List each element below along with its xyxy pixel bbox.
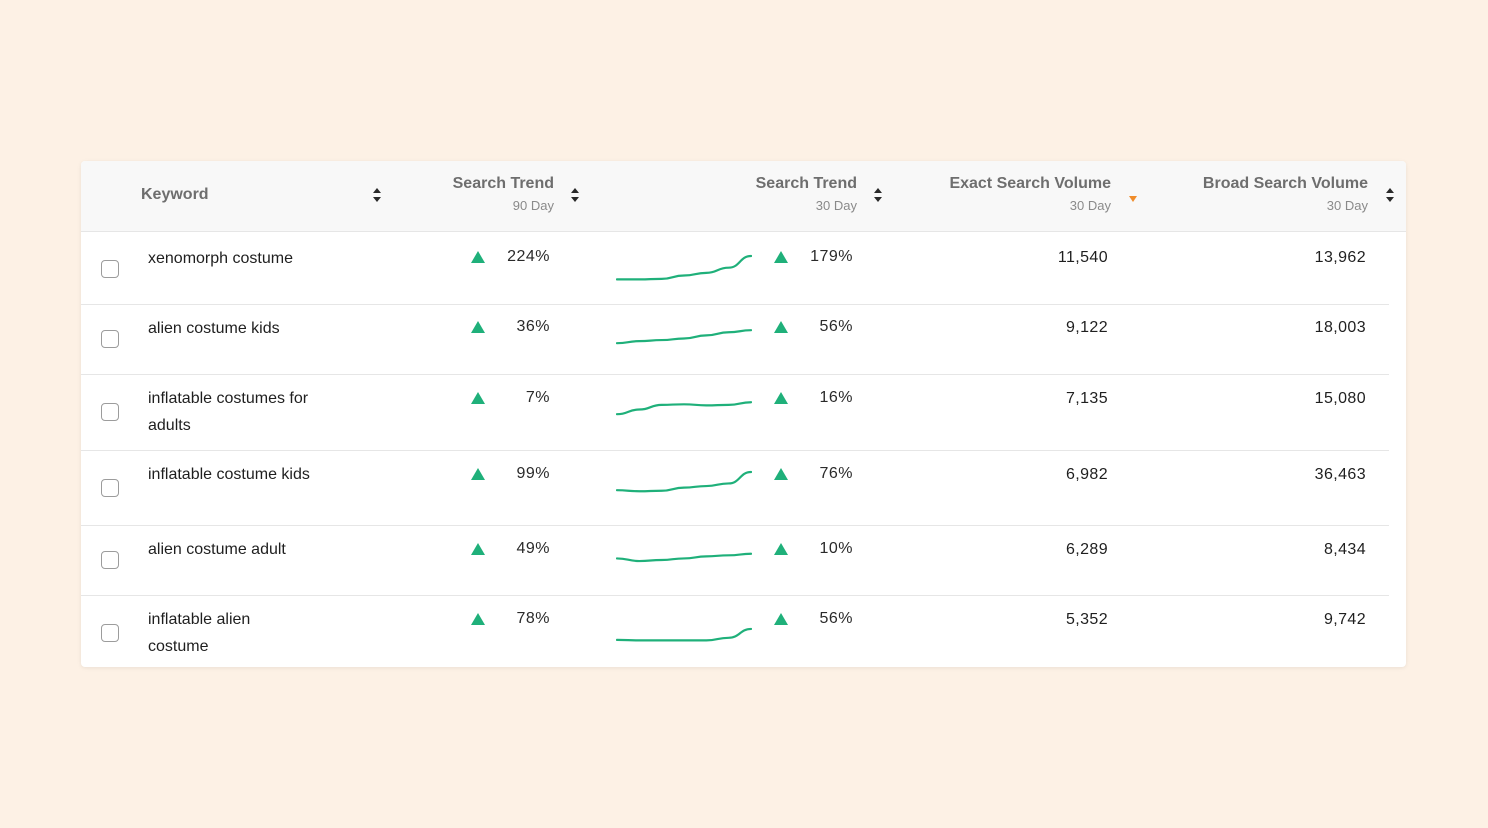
col-trend90-header[interactable]: Search Trend [452,175,554,192]
trend90-percent: 49% [516,540,550,557]
trend30-percent: 56% [819,318,853,335]
col-exact-volume-subtitle: 30 Day [1069,198,1111,213]
table-row: alien costume kids 36% 56% 9,122 18,003 [81,305,1389,375]
row-checkbox[interactable] [101,624,119,642]
trend-up-icon [774,613,788,625]
col-keyword-header[interactable]: Keyword [141,186,209,203]
row-checkbox[interactable] [101,260,119,278]
table-row: xenomorph costume 224% 179% 11,540 13,96… [81,232,1389,305]
sparkline-chart [616,401,752,416]
keyword-table: Keyword Search Trend 90 Day Search Trend… [81,161,1406,667]
col-trend30-subtitle: 30 Day [815,198,857,213]
keyword-text[interactable]: inflatable alien costume [148,611,251,655]
sparkline-path [616,401,752,416]
trend90-percent: 78% [516,610,550,627]
broad-volume: 9,742 [1323,611,1366,628]
trend-up-icon [471,613,485,625]
table-row: inflatable costumes for adults 7% 16% 7,… [81,375,1389,451]
trend30-percent: 10% [819,540,853,557]
col-broad-volume-subtitle: 30 Day [1326,198,1368,213]
exact-volume: 9,122 [1065,319,1108,336]
sparkline-path [616,552,752,563]
trend-up-icon [774,392,788,404]
sparkline-path [616,254,752,281]
sparkline-path [616,329,752,345]
exact-volume: 6,289 [1065,541,1108,558]
sparkline-path [616,627,752,642]
row-checkbox[interactable] [101,551,119,569]
keyword-text[interactable]: inflatable costume kids [148,466,310,483]
col-exact-volume-header[interactable]: Exact Search Volume [949,175,1111,192]
keyword-text[interactable]: inflatable costumes for adults [148,390,309,434]
exact-volume: 7,135 [1065,390,1108,407]
broad-volume: 15,080 [1314,390,1366,407]
sparkline-chart [616,627,752,642]
col-trend90-subtitle: 90 Day [512,198,554,213]
trend90-percent: 36% [516,318,550,335]
row-checkbox[interactable] [101,330,119,348]
broad-volume: 36,463 [1314,466,1366,483]
table-row: alien costume adult 49% 10% 6,289 8,434 [81,526,1389,596]
broad-volume: 8,434 [1323,541,1366,558]
broad-volume: 13,962 [1314,249,1366,266]
keyword-text[interactable]: alien costume adult [148,541,286,558]
trend-up-icon [471,321,485,333]
sparkline-chart [616,329,752,345]
sparkline-chart [616,552,752,563]
sort-icon[interactable] [1385,186,1395,204]
keyword-text[interactable]: alien costume kids [148,320,280,337]
trend30-percent: 56% [819,610,853,627]
sparkline-chart [616,254,752,281]
trend30-percent: 76% [819,465,853,482]
trend90-percent: 99% [516,465,550,482]
exact-volume: 6,982 [1065,466,1108,483]
trend30-percent: 179% [810,248,853,265]
sparkline-chart [616,470,752,493]
trend90-percent: 7% [525,389,550,406]
trend-up-icon [471,468,485,480]
table-header: Keyword Search Trend 90 Day Search Trend… [81,161,1406,232]
sort-icon[interactable] [873,186,883,204]
table-row: inflatable costume kids 99% 76% 6,982 36… [81,451,1389,526]
trend-up-icon [774,321,788,333]
sort-descending-icon[interactable] [1128,190,1138,208]
trend-up-icon [471,251,485,263]
exact-volume: 5,352 [1065,611,1108,628]
trend-up-icon [471,392,485,404]
row-checkbox[interactable] [101,403,119,421]
broad-volume: 18,003 [1314,319,1366,336]
sort-icon[interactable] [372,186,382,204]
trend-up-icon [471,543,485,555]
trend90-percent: 224% [507,248,550,265]
trend-up-icon [774,251,788,263]
col-trend30-header[interactable]: Search Trend [755,175,857,192]
trend-up-icon [774,543,788,555]
trend-up-icon [774,468,788,480]
keyword-text[interactable]: xenomorph costume [148,250,293,267]
sort-icon[interactable] [570,186,580,204]
sparkline-path [616,470,752,493]
row-checkbox[interactable] [101,479,119,497]
trend30-percent: 16% [819,389,853,406]
col-broad-volume-header[interactable]: Broad Search Volume [1202,175,1368,192]
table-row: inflatable alien costume 78% 56% 5,352 9… [81,596,1389,667]
exact-volume: 11,540 [1057,249,1108,266]
